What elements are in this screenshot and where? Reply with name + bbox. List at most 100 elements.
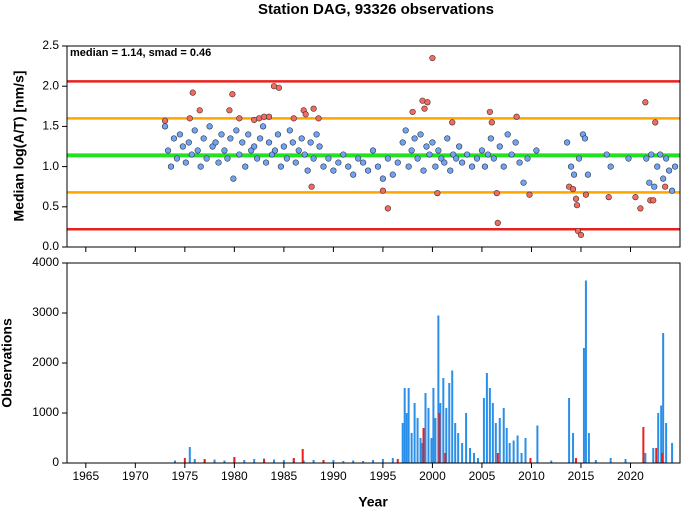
point [652, 119, 659, 126]
point [277, 163, 285, 170]
point [605, 194, 612, 201]
bar [434, 418, 437, 463]
point [512, 139, 519, 146]
bar [536, 425, 539, 463]
point [257, 135, 264, 142]
point [666, 167, 673, 174]
point [484, 151, 491, 158]
bar [432, 388, 435, 463]
point [173, 155, 181, 162]
point [584, 171, 592, 178]
chart-title: Station DAG, 93326 observations [258, 1, 494, 18]
bar [498, 418, 501, 463]
point [259, 123, 267, 130]
bar [572, 433, 575, 463]
point [325, 155, 332, 162]
bar [491, 403, 494, 463]
bar [422, 428, 425, 463]
bar [253, 459, 256, 463]
bar [584, 280, 587, 463]
bar [502, 408, 505, 463]
point [526, 191, 533, 198]
point [179, 143, 186, 150]
bar [671, 443, 674, 463]
point [236, 151, 243, 158]
point [308, 183, 315, 190]
bar [332, 460, 335, 463]
bar [442, 378, 445, 463]
point [654, 163, 661, 170]
bar [322, 460, 325, 463]
bar [272, 459, 275, 463]
point [379, 175, 387, 182]
bar [193, 459, 196, 463]
point [196, 107, 203, 114]
point [648, 151, 655, 158]
point [643, 155, 650, 162]
bar [465, 413, 468, 463]
bar [448, 383, 451, 463]
plot-frame [66, 45, 681, 248]
bar [655, 448, 658, 463]
y-tick-label: 0.0 [42, 239, 59, 253]
point [369, 147, 377, 154]
bar [642, 427, 645, 463]
point [625, 155, 632, 162]
point [662, 183, 669, 190]
point [524, 155, 531, 162]
point [265, 113, 273, 120]
point [409, 108, 416, 116]
point [310, 105, 317, 112]
point [301, 151, 308, 158]
point [449, 119, 456, 126]
point [429, 54, 436, 62]
bar [243, 460, 246, 463]
point [355, 155, 362, 162]
point [405, 163, 412, 170]
point [224, 155, 231, 162]
point [245, 131, 252, 138]
point [170, 135, 178, 142]
bar [203, 459, 206, 463]
point [340, 151, 347, 158]
bar [657, 413, 660, 463]
point [239, 139, 246, 146]
bar [391, 458, 394, 463]
point [320, 163, 327, 170]
bar [173, 460, 176, 463]
point [473, 155, 481, 162]
point [399, 139, 406, 146]
point [642, 99, 649, 106]
point [577, 231, 585, 239]
bar [482, 398, 485, 463]
bar [568, 398, 571, 463]
point [290, 115, 297, 122]
point [197, 163, 204, 170]
bar [233, 457, 236, 463]
bar [594, 460, 597, 463]
point [447, 167, 454, 174]
bar [213, 459, 216, 463]
x-tick-label: 2005 [469, 469, 496, 483]
point [292, 159, 299, 166]
bar [508, 443, 511, 463]
point [572, 195, 580, 202]
point [295, 147, 302, 154]
bar [575, 458, 578, 463]
bar [381, 459, 384, 463]
bar [427, 408, 430, 463]
point [420, 167, 427, 174]
point [262, 159, 270, 166]
point [429, 139, 436, 146]
point [424, 99, 431, 106]
point [185, 139, 192, 146]
point [632, 194, 639, 201]
y-tick-label: 0.5 [42, 199, 59, 213]
point [603, 151, 610, 158]
point [280, 143, 287, 150]
annotation: median = 1.14, smad = 0.46 [70, 47, 211, 59]
point [221, 147, 228, 154]
point [161, 123, 169, 130]
point [414, 155, 421, 162]
point [364, 167, 372, 174]
